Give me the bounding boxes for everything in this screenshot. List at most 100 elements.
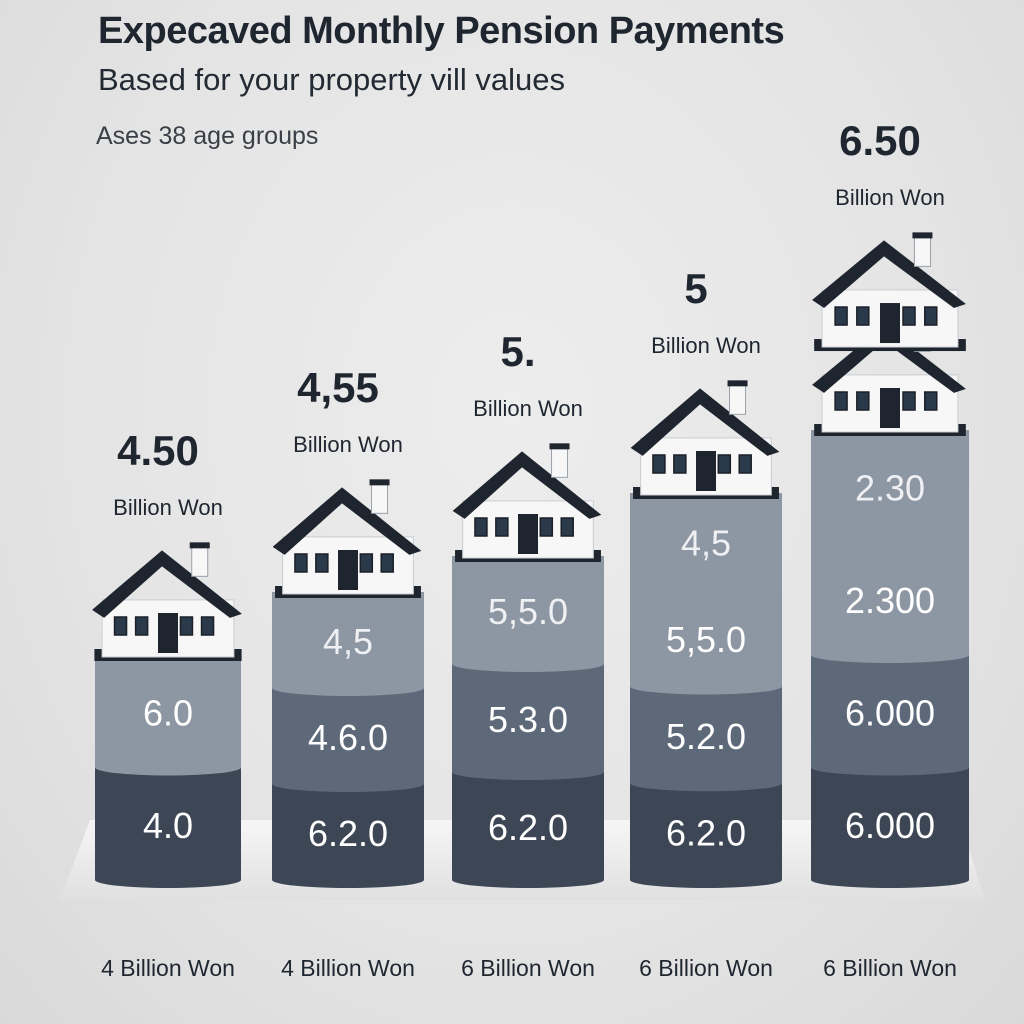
bar-top-unit: Billion Won: [835, 185, 945, 210]
bar-segment: [811, 430, 969, 543]
bar-segment-cap: [811, 534, 969, 551]
bar-segment-cap: [630, 775, 782, 792]
house-door: [518, 514, 538, 554]
bar-top-unit: Billion Won: [651, 333, 761, 358]
bar-top-unit: Billion Won: [293, 432, 403, 457]
bar-segment-label: 4,5: [681, 522, 731, 563]
house-window: [474, 517, 488, 537]
bar-segment-label: 6.2.0: [308, 813, 388, 854]
house-chimney-cap: [912, 232, 933, 239]
bar-top-value: 5: [684, 265, 707, 312]
bar-segment: [452, 556, 604, 664]
house-window: [294, 553, 308, 573]
bar-segment-label: 2.300: [845, 580, 935, 621]
bar-segment: [811, 655, 969, 768]
house-chimney: [913, 235, 931, 267]
bar-segment: [95, 655, 241, 768]
house-window: [113, 616, 128, 636]
bar-segment-cap: [630, 678, 782, 695]
house-window: [560, 517, 574, 537]
house-icon: [452, 443, 602, 562]
house-roof: [630, 388, 780, 456]
bar-segment: [452, 772, 604, 880]
house-window: [924, 391, 938, 411]
bar-segment: [630, 686, 782, 784]
bar-segment-cap: [272, 776, 424, 792]
x-tick-label: 6 Billion Won: [823, 955, 957, 981]
house-icon: [272, 479, 422, 598]
bar-segment-label: 5.3.0: [488, 699, 568, 740]
bar-segment-cap: [452, 764, 604, 780]
bar-segment-cap: [630, 872, 782, 888]
bar-segment: [811, 767, 969, 880]
bar-segment: [452, 664, 604, 772]
bar-segment: [811, 542, 969, 655]
bar-1: 4.0 6.0 4.50 Billion Won 4 Billion Won: [92, 427, 242, 981]
house-door: [338, 550, 358, 590]
house-door: [696, 451, 716, 491]
bar-5: 6.000 6.000 2.300 2.30 6.50 Billion Won 6 Bill…: [811, 117, 969, 981]
house-window: [652, 454, 666, 474]
bar-segment: [95, 767, 241, 880]
house-window: [834, 391, 848, 411]
house-window: [856, 391, 870, 411]
house-chimney: [191, 545, 209, 577]
house-window: [902, 391, 916, 411]
house-icon: [812, 232, 966, 352]
house-window: [902, 306, 916, 326]
house-window: [673, 454, 687, 474]
house-chimney: [729, 383, 747, 415]
bar-segment-cap: [630, 581, 782, 598]
x-tick-label: 6 Billion Won: [461, 955, 595, 981]
bar-top-unit: Billion Won: [113, 495, 223, 520]
bar-top-value: 5.: [500, 328, 535, 375]
bar-segment: [630, 493, 782, 590]
x-tick-label: 6 Billion Won: [639, 955, 773, 981]
bar-segment-label: 6.0: [143, 692, 193, 733]
house-icon: [630, 380, 780, 499]
bar-segment-label: 4.0: [143, 805, 193, 846]
house-window: [380, 553, 394, 573]
house-door: [158, 613, 178, 653]
bar-segment-label: 5.2.0: [666, 716, 746, 757]
house-chimney-cap: [727, 380, 748, 387]
house-window: [315, 553, 329, 573]
house-window: [717, 454, 732, 474]
house-roof: [452, 451, 602, 519]
house-roof: [92, 550, 242, 618]
bar-2: 6.2.0 4.6.0 4,5 4,55 Billion Won 4 Billion Wo…: [272, 364, 424, 981]
house-window: [134, 616, 149, 636]
bar-segment-cap: [272, 680, 424, 696]
house-door: [880, 303, 900, 344]
house-window: [359, 553, 374, 573]
bar-segment-label: 6.000: [845, 805, 935, 846]
bar-segment-cap: [452, 872, 604, 888]
house-roof: [272, 487, 422, 555]
bar-segment-cap: [272, 872, 424, 888]
chart-note: Ases 38 age groups: [96, 122, 319, 150]
bar-3: 6.2.0 5.3.0 5,5.0 5. Billion Won 6 Billion Wo…: [452, 328, 604, 981]
house-window: [834, 306, 848, 326]
bar-segment-cap: [95, 872, 241, 888]
bar-segment-label: 6.2.0: [488, 807, 568, 848]
bar-segment-label: 4,5: [323, 621, 373, 662]
bar-segment-label: 6.2.0: [666, 813, 746, 854]
chart-subtitle: Based for your property vill values: [98, 62, 565, 97]
bar-segment-label: 2.30: [855, 467, 925, 508]
bar-segment-cap: [452, 656, 604, 672]
bar-segment: [630, 589, 782, 687]
house-window: [924, 306, 938, 326]
bar-segment: [272, 592, 424, 688]
house-chimney-cap: [549, 443, 570, 450]
house-chimney-cap: [369, 479, 390, 486]
bar-top-value: 4.50: [117, 427, 199, 474]
house-door: [880, 388, 900, 428]
bar-top-value: 4,55: [297, 364, 379, 411]
bar-segment-cap: [95, 759, 241, 776]
house-chimney-cap: [189, 542, 210, 549]
house-chimney: [371, 482, 389, 514]
bar-4: 6.2.0 5.2.0 5,5.0 4,5 5 Billion Won 6 Billion …: [630, 265, 782, 981]
house-window: [200, 616, 215, 636]
x-tick-label: 4 Billion Won: [281, 955, 415, 981]
